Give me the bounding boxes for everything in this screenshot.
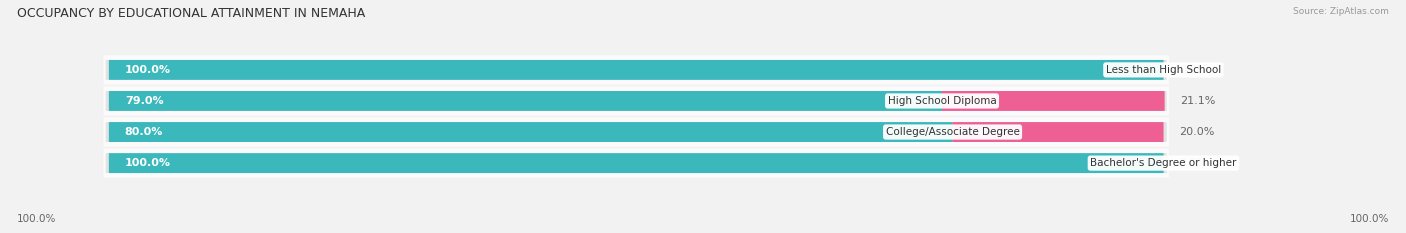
FancyBboxPatch shape <box>942 91 1164 111</box>
FancyBboxPatch shape <box>105 60 1167 80</box>
FancyBboxPatch shape <box>104 55 1168 85</box>
FancyBboxPatch shape <box>105 153 1167 173</box>
FancyBboxPatch shape <box>108 153 1164 173</box>
FancyBboxPatch shape <box>108 91 942 111</box>
Text: 0.0%: 0.0% <box>1180 158 1208 168</box>
Text: Bachelor's Degree or higher: Bachelor's Degree or higher <box>1090 158 1237 168</box>
Text: High School Diploma: High School Diploma <box>887 96 997 106</box>
Text: 79.0%: 79.0% <box>125 96 163 106</box>
Text: College/Associate Degree: College/Associate Degree <box>886 127 1019 137</box>
Text: 100.0%: 100.0% <box>125 65 170 75</box>
Text: Source: ZipAtlas.com: Source: ZipAtlas.com <box>1294 7 1389 16</box>
FancyBboxPatch shape <box>952 122 1164 142</box>
FancyBboxPatch shape <box>104 86 1168 116</box>
Text: 80.0%: 80.0% <box>125 127 163 137</box>
Text: 20.0%: 20.0% <box>1180 127 1215 137</box>
Text: OCCUPANCY BY EDUCATIONAL ATTAINMENT IN NEMAHA: OCCUPANCY BY EDUCATIONAL ATTAINMENT IN N… <box>17 7 366 20</box>
FancyBboxPatch shape <box>104 117 1168 147</box>
Text: 21.1%: 21.1% <box>1180 96 1216 106</box>
Text: 100.0%: 100.0% <box>125 158 170 168</box>
FancyBboxPatch shape <box>105 122 1167 142</box>
Text: 100.0%: 100.0% <box>1350 214 1389 224</box>
FancyBboxPatch shape <box>104 148 1168 178</box>
FancyBboxPatch shape <box>108 60 1164 80</box>
Text: 0.0%: 0.0% <box>1180 65 1208 75</box>
FancyBboxPatch shape <box>108 122 953 142</box>
Text: Less than High School: Less than High School <box>1107 65 1220 75</box>
FancyBboxPatch shape <box>105 91 1167 111</box>
Text: 100.0%: 100.0% <box>17 214 56 224</box>
